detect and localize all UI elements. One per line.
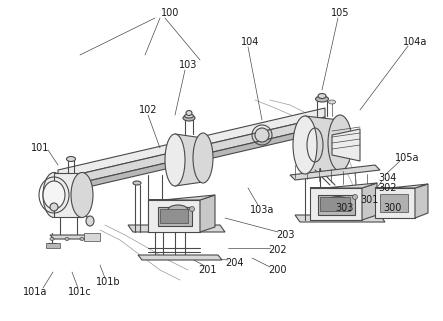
- Ellipse shape: [133, 181, 141, 185]
- Ellipse shape: [80, 238, 84, 240]
- Text: 103a: 103a: [250, 205, 274, 215]
- Text: 100: 100: [161, 8, 179, 18]
- Ellipse shape: [324, 201, 352, 215]
- Text: 204: 204: [226, 258, 244, 268]
- Ellipse shape: [353, 195, 358, 199]
- Text: 102: 102: [139, 105, 157, 115]
- Ellipse shape: [315, 96, 329, 102]
- Ellipse shape: [190, 206, 194, 212]
- Ellipse shape: [293, 116, 317, 174]
- Polygon shape: [375, 188, 415, 218]
- Text: 203: 203: [277, 230, 295, 240]
- Text: 301: 301: [361, 195, 379, 205]
- Text: 105a: 105a: [395, 153, 419, 163]
- Text: 303: 303: [336, 203, 354, 213]
- Polygon shape: [175, 134, 203, 186]
- Text: 101c: 101c: [68, 287, 92, 297]
- Polygon shape: [148, 200, 200, 232]
- Polygon shape: [148, 195, 215, 200]
- Ellipse shape: [329, 100, 335, 104]
- Ellipse shape: [186, 110, 192, 116]
- Polygon shape: [318, 195, 355, 215]
- Polygon shape: [375, 184, 428, 188]
- Polygon shape: [295, 215, 385, 222]
- Ellipse shape: [86, 216, 94, 226]
- Ellipse shape: [66, 157, 75, 161]
- Polygon shape: [332, 129, 360, 161]
- Bar: [320, 197, 350, 211]
- Ellipse shape: [328, 115, 352, 171]
- Text: 101: 101: [31, 143, 49, 153]
- Ellipse shape: [71, 172, 93, 218]
- Text: 200: 200: [269, 265, 287, 275]
- Text: 300: 300: [384, 203, 402, 213]
- Polygon shape: [54, 173, 82, 217]
- Ellipse shape: [327, 196, 349, 207]
- Ellipse shape: [165, 209, 191, 223]
- Bar: [84, 233, 100, 241]
- Text: 201: 201: [199, 265, 217, 275]
- Polygon shape: [290, 165, 380, 180]
- Polygon shape: [50, 235, 88, 239]
- Polygon shape: [158, 207, 192, 226]
- Text: 202: 202: [269, 245, 288, 255]
- Text: 304: 304: [379, 173, 397, 183]
- Bar: [46, 243, 60, 248]
- Polygon shape: [58, 117, 325, 188]
- Ellipse shape: [50, 238, 54, 240]
- Polygon shape: [310, 188, 362, 220]
- Polygon shape: [415, 184, 428, 218]
- Text: 104a: 104a: [403, 37, 427, 47]
- Ellipse shape: [43, 172, 65, 218]
- Ellipse shape: [193, 133, 213, 183]
- Ellipse shape: [255, 128, 269, 142]
- Polygon shape: [138, 255, 222, 260]
- Ellipse shape: [184, 114, 194, 118]
- Ellipse shape: [65, 238, 69, 240]
- Ellipse shape: [168, 205, 188, 215]
- Polygon shape: [128, 225, 225, 232]
- Text: 103: 103: [179, 60, 197, 70]
- Ellipse shape: [183, 115, 195, 121]
- Ellipse shape: [165, 134, 185, 186]
- Ellipse shape: [50, 203, 58, 211]
- Polygon shape: [200, 195, 215, 232]
- Ellipse shape: [318, 93, 326, 99]
- Polygon shape: [362, 183, 377, 220]
- Bar: [380, 194, 408, 212]
- Text: 101a: 101a: [23, 287, 47, 297]
- Polygon shape: [58, 126, 325, 194]
- Ellipse shape: [43, 181, 65, 209]
- Polygon shape: [305, 116, 340, 174]
- Text: 105: 105: [331, 8, 349, 18]
- Polygon shape: [58, 108, 325, 179]
- Polygon shape: [310, 183, 377, 188]
- Text: 101b: 101b: [96, 277, 120, 287]
- Text: 104: 104: [241, 37, 259, 47]
- Bar: [160, 209, 188, 223]
- Text: 302: 302: [379, 183, 397, 193]
